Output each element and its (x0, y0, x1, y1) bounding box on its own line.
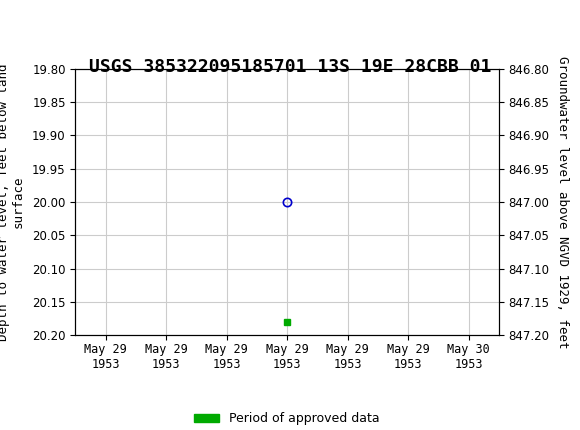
Legend: Period of approved data: Period of approved data (189, 408, 385, 430)
Text: ≡USGS: ≡USGS (12, 16, 99, 36)
Y-axis label: Depth to water level, feet below land
surface: Depth to water level, feet below land su… (0, 63, 25, 341)
Y-axis label: Groundwater level above NGVD 1929, feet: Groundwater level above NGVD 1929, feet (556, 56, 570, 348)
Text: USGS 385322095185701 13S 19E 28CBB 01: USGS 385322095185701 13S 19E 28CBB 01 (89, 58, 491, 76)
